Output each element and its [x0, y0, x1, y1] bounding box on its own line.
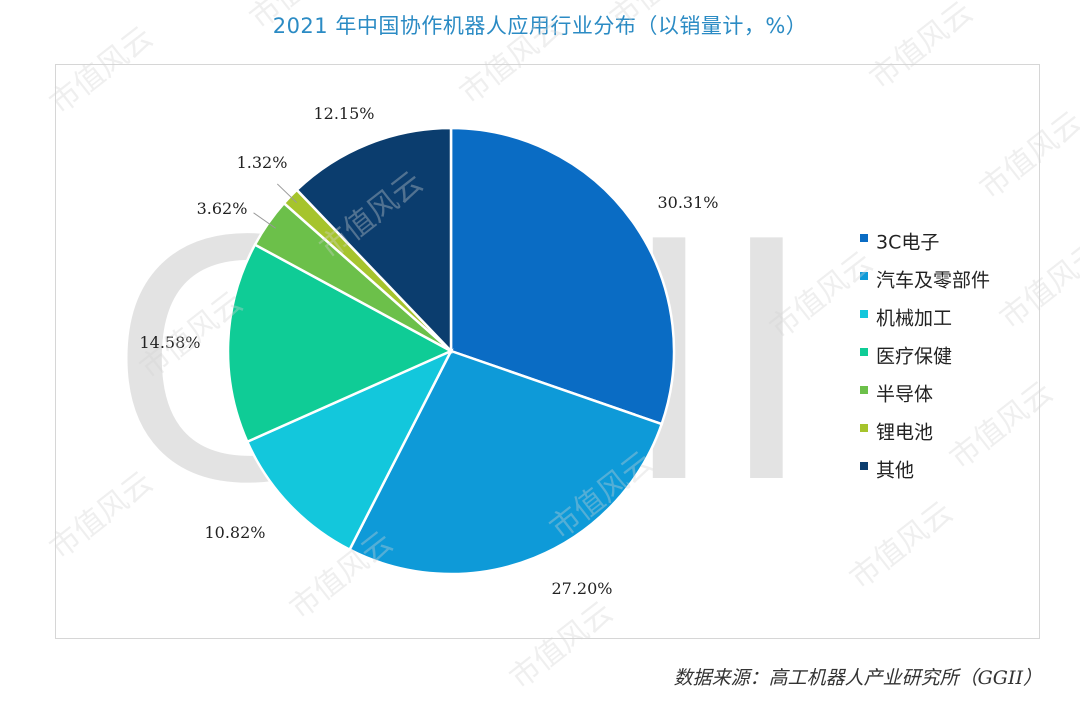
source-note: 数据来源：高工机器人产业研究所（GGII）: [673, 667, 1042, 689]
watermark-small-2: 市值风云: [243, 0, 359, 36]
legend-label-1: 3C电子: [876, 232, 939, 254]
legend-label-7: 其他: [876, 460, 914, 482]
pie-slice-3: [245, 348, 454, 552]
watermark-small-6: 市值风云: [973, 105, 1080, 206]
slice-labels: 30.31% 27.20% 10.82% 14.58% 3.62% 1.32% 12.15%: [139, 104, 718, 598]
watermark-small-1: 市值风云: [43, 20, 159, 121]
legend-swatch-5: [860, 386, 868, 394]
watermark-small-15: 市值风云: [943, 375, 1059, 476]
legend-swatch-1: [860, 234, 868, 242]
legend-label-6: 锂电池: [876, 422, 933, 444]
legend-swatch-4: [860, 348, 868, 356]
data-label-6: 1.32%: [237, 153, 288, 172]
legend-label-4: 医疗保健: [876, 346, 952, 368]
legend-swatch-7: [860, 462, 868, 470]
pie-slice-7: [295, 126, 453, 355]
watermark-small-10: 市值风云: [993, 235, 1080, 336]
watermark-small-16: 市值风云: [503, 595, 619, 696]
chart-frame: [55, 64, 1040, 639]
data-label-3: 10.82%: [204, 523, 265, 542]
data-label-1: 30.31%: [657, 193, 718, 212]
legend-swatch-2: [860, 272, 868, 280]
legend-swatch-3: [860, 310, 868, 318]
pie-slices: [226, 126, 676, 576]
legend-swatch-6: [860, 424, 868, 432]
leader-line-5: [253, 212, 276, 229]
pie-slice-4: [226, 242, 454, 444]
legend-label-2: 汽车及零部件: [876, 270, 990, 292]
leader-line-6: [276, 183, 298, 203]
data-label-7: 12.15%: [313, 104, 374, 123]
chart-title: 2021 年中国协作机器人应用行业分布（以销量计，%）: [272, 14, 808, 38]
legend-label-3: 机械加工: [876, 308, 952, 330]
data-label-5: 3.62%: [197, 199, 248, 218]
watermark-small-4: 市值风云: [603, 0, 719, 36]
pie-slice-2: [347, 349, 664, 576]
legend-label-5: 半导体: [876, 384, 933, 406]
pie-slice-1: [449, 126, 676, 426]
data-label-2: 27.20%: [551, 579, 612, 598]
watermark-small-3: 市值风云: [453, 10, 569, 111]
data-label-4: 14.58%: [139, 333, 200, 352]
watermark-small-14: 市值风云: [843, 495, 959, 596]
watermark-small-5: 市值风云: [863, 0, 979, 96]
